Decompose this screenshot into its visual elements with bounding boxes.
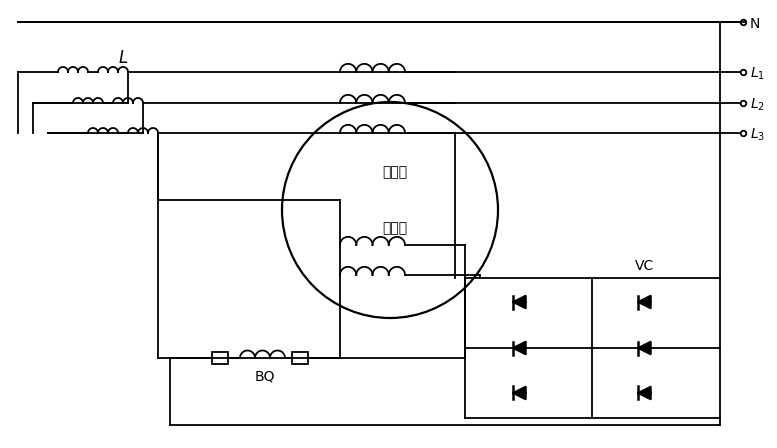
Text: $L_3$: $L_3$ — [750, 127, 765, 143]
Text: BQ: BQ — [255, 369, 275, 383]
Polygon shape — [638, 296, 651, 309]
Polygon shape — [513, 387, 526, 400]
Polygon shape — [513, 341, 526, 354]
Polygon shape — [513, 296, 526, 309]
Bar — [292, 352, 308, 364]
Text: $L_2$: $L_2$ — [750, 97, 765, 113]
Text: $L_1$: $L_1$ — [750, 66, 765, 82]
Text: N: N — [750, 17, 761, 31]
Text: VC: VC — [636, 259, 655, 273]
Text: 副绕组: 副绕组 — [382, 221, 408, 235]
Polygon shape — [638, 387, 651, 400]
Bar — [212, 352, 228, 364]
Polygon shape — [638, 341, 651, 354]
Text: $L$: $L$ — [118, 49, 128, 67]
Text: 主绕组: 主绕组 — [382, 165, 408, 179]
